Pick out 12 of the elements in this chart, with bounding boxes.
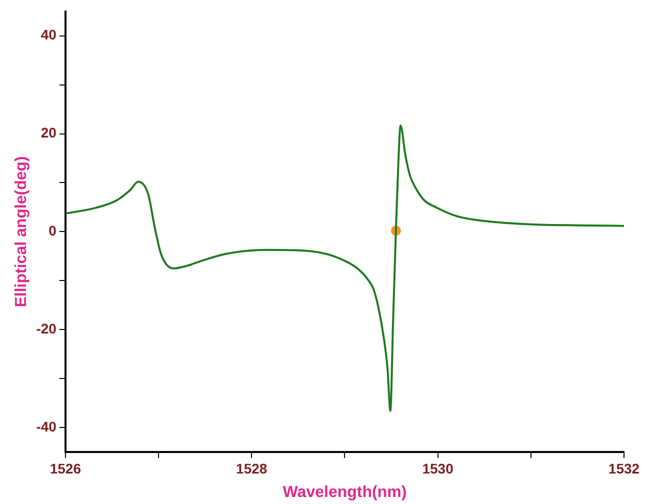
x-tick-label: 1532 [608, 460, 640, 476]
y-tick-label: -20 [36, 320, 57, 336]
y-axis-title: Elliptical angle(deg) [13, 156, 30, 308]
x-tick-label: 1528 [236, 460, 268, 476]
y-tick-label: -40 [36, 418, 57, 434]
x-tick-label: 1530 [422, 460, 454, 476]
y-tick-label: 0 [48, 222, 57, 239]
x-axis-title: Wavelength(nm) [282, 484, 407, 501]
line-series [65, 124, 624, 412]
y-tick-label: 20 [40, 124, 57, 141]
x-tick-label: 1526 [50, 460, 82, 476]
y-tick-label: 40 [40, 26, 57, 43]
